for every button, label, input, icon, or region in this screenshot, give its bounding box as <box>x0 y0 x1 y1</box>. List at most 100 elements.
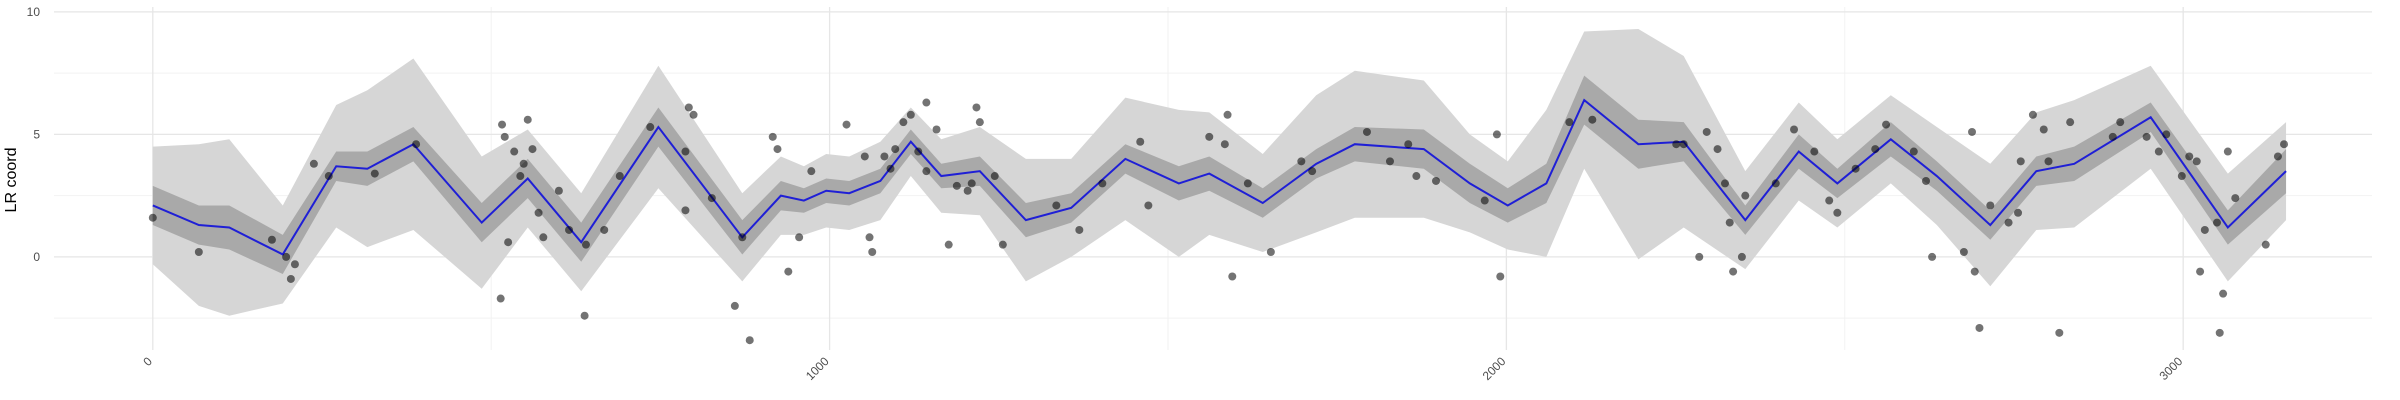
point <box>906 110 915 119</box>
point <box>952 181 961 190</box>
point <box>2108 132 2117 141</box>
point <box>730 301 739 310</box>
point <box>516 172 525 181</box>
point <box>1713 145 1722 154</box>
point <box>2162 130 2171 139</box>
point <box>412 140 421 149</box>
point <box>1075 225 1084 234</box>
x-tick-label: 3000 <box>2157 354 2186 383</box>
point <box>1098 179 1107 188</box>
point <box>1928 252 1937 261</box>
point <box>868 248 877 256</box>
point <box>1833 208 1842 217</box>
point <box>2016 157 2025 166</box>
point <box>2280 140 2289 149</box>
point <box>2142 132 2151 141</box>
y-tick-label: 5 <box>33 127 40 141</box>
point <box>681 147 690 156</box>
point <box>2177 172 2186 181</box>
point <box>1480 196 1489 205</box>
point <box>1136 137 1145 146</box>
point <box>496 294 505 303</box>
point <box>1266 248 1275 256</box>
point <box>1432 176 1441 185</box>
point <box>646 123 655 132</box>
point <box>528 145 537 154</box>
point <box>2200 225 2209 234</box>
point <box>1741 191 1750 200</box>
point <box>880 152 889 161</box>
point <box>309 159 318 168</box>
point <box>565 225 574 234</box>
point <box>581 240 590 249</box>
point <box>842 120 851 129</box>
point <box>944 240 953 249</box>
point <box>681 206 690 215</box>
point <box>689 110 698 119</box>
point <box>738 233 747 242</box>
point <box>2185 152 2194 161</box>
point <box>1308 167 1317 176</box>
point <box>1228 272 1237 281</box>
point <box>1702 127 1711 136</box>
point <box>1921 176 1930 185</box>
point <box>1725 218 1734 227</box>
point <box>1968 127 1977 136</box>
point <box>1362 127 1371 136</box>
point <box>2196 267 2205 276</box>
point <box>1970 267 1979 276</box>
point <box>1052 201 1061 210</box>
point <box>2039 125 2048 134</box>
point <box>1492 130 1501 139</box>
point <box>1882 120 1891 129</box>
point <box>865 233 874 242</box>
point <box>2066 118 2075 127</box>
point <box>500 132 509 141</box>
point <box>1986 201 1995 210</box>
point <box>2215 328 2224 337</box>
point <box>194 248 203 256</box>
point <box>539 233 548 242</box>
point <box>523 115 532 124</box>
x-tick-label: 0 <box>140 354 155 369</box>
point <box>2014 208 2023 217</box>
point <box>1737 252 1746 261</box>
point <box>795 233 804 242</box>
point <box>2028 110 2037 119</box>
point <box>967 179 976 188</box>
point <box>580 311 589 320</box>
point <box>2004 218 2013 227</box>
point <box>972 103 981 112</box>
point <box>1975 323 1984 332</box>
point <box>1959 248 1968 256</box>
x-tick-label: 1000 <box>803 354 832 383</box>
point <box>2116 118 2125 127</box>
point <box>2231 194 2240 203</box>
point <box>1404 140 1413 149</box>
point <box>2261 240 2270 249</box>
point <box>519 159 528 168</box>
point <box>504 238 513 247</box>
point <box>975 118 984 127</box>
point <box>498 120 507 129</box>
point <box>510 147 519 156</box>
point <box>2154 147 2163 156</box>
point <box>932 125 941 134</box>
point <box>267 235 276 244</box>
point <box>1825 196 1834 205</box>
point <box>1909 147 1918 156</box>
point <box>2192 157 2201 166</box>
point <box>286 274 295 283</box>
point <box>1144 201 1153 210</box>
point <box>1729 267 1738 276</box>
point <box>1790 125 1799 134</box>
point <box>370 169 379 178</box>
point <box>807 167 816 176</box>
point <box>2044 157 2053 166</box>
point <box>1672 140 1681 149</box>
point <box>684 103 693 112</box>
point <box>1496 272 1505 281</box>
point <box>1588 115 1597 124</box>
point <box>2223 147 2232 156</box>
